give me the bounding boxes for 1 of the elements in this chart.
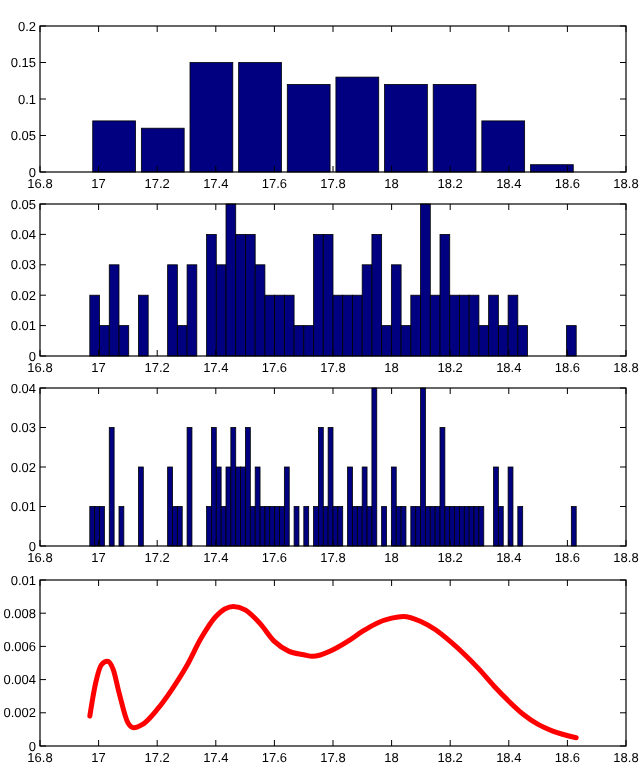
line-series xyxy=(87,604,579,741)
